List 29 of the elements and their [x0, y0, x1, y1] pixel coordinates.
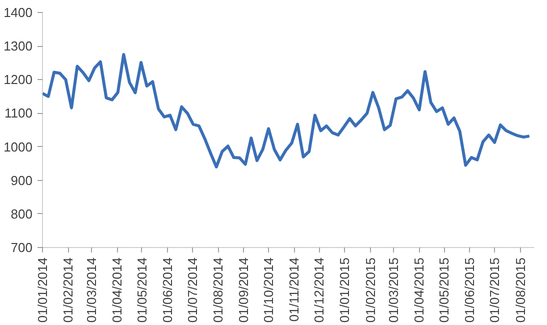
- x-tick-label: 01/09/2014: [236, 257, 252, 323]
- x-tick-label: 01/03/2015: [386, 257, 402, 323]
- x-tick-label: 01/01/2015: [337, 257, 352, 323]
- y-tick-label: 1200: [4, 72, 32, 88]
- y-tick-label: 1400: [4, 5, 32, 20]
- x-tick-label: 01/05/2014: [134, 257, 150, 323]
- y-tick-label: 1000: [4, 139, 32, 154]
- x-tick-label: 01/11/2014: [286, 257, 302, 322]
- x-tick-label: 01/06/2014: [160, 257, 176, 323]
- x-tick-label: 01/06/2015: [462, 257, 478, 323]
- x-tick-label: 01/04/2014: [110, 257, 125, 323]
- x-tick-label: 01/12/2014: [312, 257, 327, 323]
- x-tick-label: 01/08/2014: [210, 257, 226, 323]
- x-tick-label: 01/02/2015: [362, 257, 378, 323]
- x-tick-label: 01/03/2014: [84, 257, 99, 323]
- x-tick-label: 01/02/2014: [60, 257, 76, 323]
- y-tick-label: 1100: [4, 106, 33, 121]
- line-series: [42, 52, 531, 168]
- x-tick-label: 01/04/2015: [412, 257, 427, 323]
- y-tick-label: 900: [10, 172, 33, 188]
- x-tick-label: 01/08/2015: [512, 257, 528, 323]
- y-tick-label: 800: [10, 206, 33, 222]
- x-tick-label: 01/07/2014: [184, 257, 200, 323]
- y-tick-label: 1300: [4, 38, 32, 54]
- y-tick-label: 700: [10, 240, 33, 255]
- x-tick-label: 01/10/2014: [261, 257, 276, 323]
- x-tick-label: 01/07/2015: [487, 257, 502, 323]
- x-tick-label: 01/01/2014: [35, 257, 50, 323]
- x-tick-label: 01/05/2015: [436, 257, 452, 323]
